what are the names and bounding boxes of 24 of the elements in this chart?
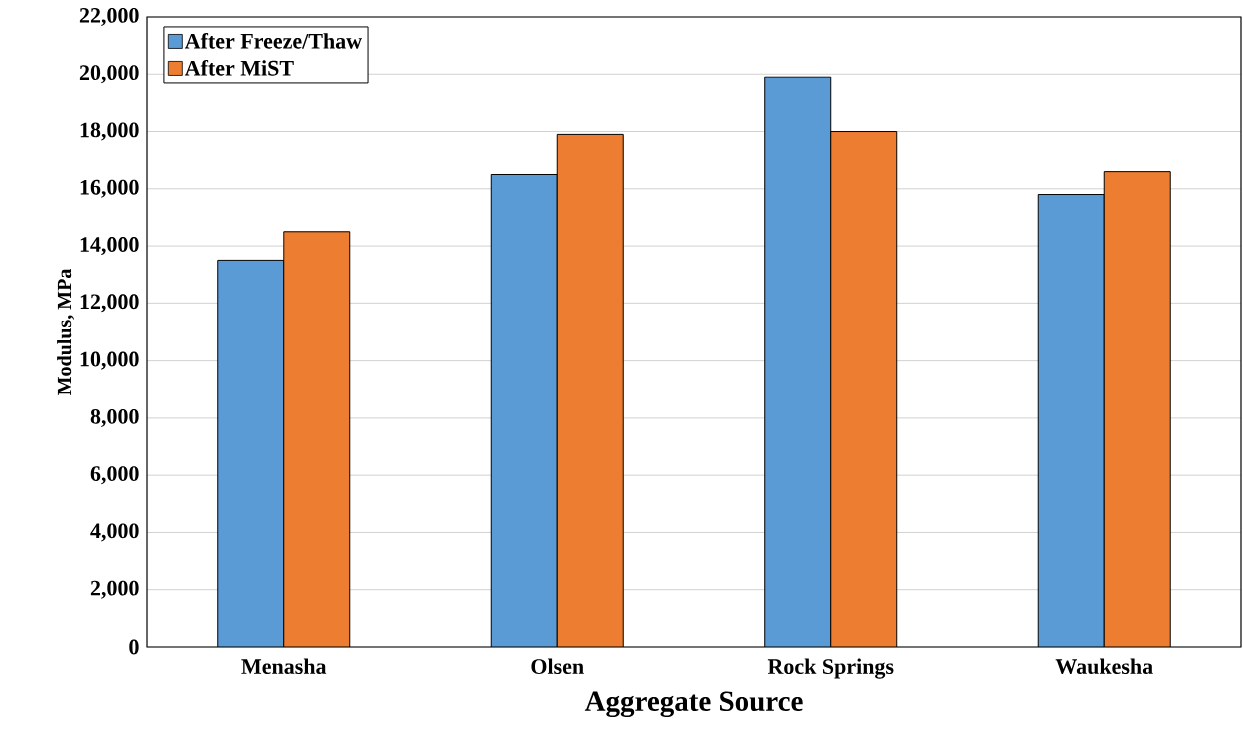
legend-label: After Freeze/Thaw <box>184 32 362 49</box>
bar <box>1103 171 1171 647</box>
y-axis-title: Modulus, MPa <box>57 268 75 395</box>
y-tick-label: 16,000 <box>80 179 139 198</box>
bar <box>830 131 898 647</box>
y-tick-label: 8,000 <box>90 408 139 427</box>
x-axis-title: Aggregate Source <box>584 691 803 718</box>
y-tick-label: 22,000 <box>79 7 139 27</box>
y-tick-label: 14,000 <box>80 237 139 256</box>
y-tick-label: 2,000 <box>90 580 139 599</box>
y-tick-label: 18,000 <box>80 122 139 141</box>
x-tick-label: Olsen <box>531 658 584 674</box>
legend-label: After MiST <box>184 59 294 76</box>
y-tick-label: 0 <box>129 639 139 655</box>
x-tick-label: Waukesha <box>1055 658 1153 675</box>
y-tick-label: 4,000 <box>90 523 139 542</box>
bar <box>556 133 624 647</box>
y-tick-label: 6,000 <box>90 466 139 485</box>
x-tick-label: Menasha <box>241 658 327 674</box>
y-tick-label: 20,000 <box>79 65 139 84</box>
x-tick-label: Rock Springs <box>767 658 894 679</box>
y-tick-label: 10,000 <box>80 351 139 370</box>
bar <box>283 231 351 647</box>
y-tick-label: 12,000 <box>80 294 139 313</box>
